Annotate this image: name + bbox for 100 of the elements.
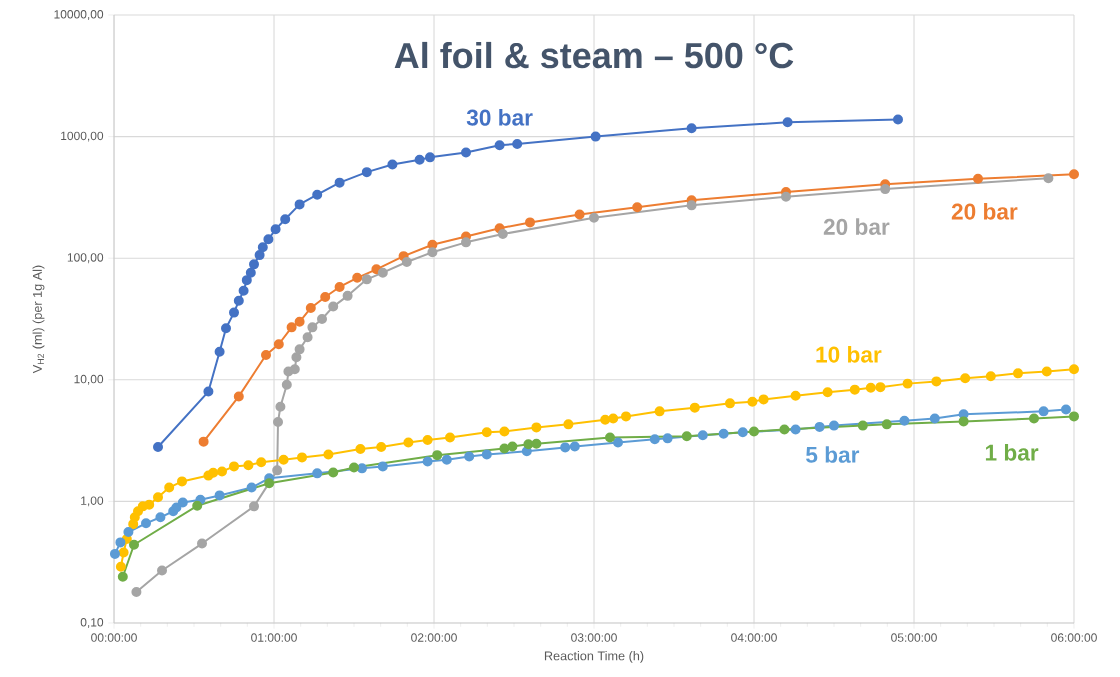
point xyxy=(865,382,876,393)
point xyxy=(531,438,542,449)
point xyxy=(254,250,265,261)
point xyxy=(117,571,128,582)
point xyxy=(115,561,126,572)
point xyxy=(221,323,232,334)
point xyxy=(263,234,274,245)
y-axis-title: V$_{H2}$ (ml) (per 1g Al) xyxy=(32,265,45,374)
point xyxy=(621,411,631,422)
text: Al foil & steam – 500 °C xyxy=(394,41,794,69)
point xyxy=(649,434,660,445)
point xyxy=(281,379,292,390)
point xyxy=(531,422,542,433)
point xyxy=(294,199,305,210)
point xyxy=(461,147,471,158)
point xyxy=(307,322,318,333)
point xyxy=(273,339,284,350)
x-tick-label: 05:00:00 xyxy=(891,633,937,642)
point xyxy=(361,167,372,178)
point xyxy=(1038,406,1049,417)
point xyxy=(822,387,833,398)
point xyxy=(781,191,792,202)
point xyxy=(1043,173,1054,184)
point xyxy=(512,138,523,149)
x-tick-label: 03:00:00 xyxy=(571,633,617,642)
point xyxy=(270,224,281,235)
point xyxy=(387,159,398,170)
point xyxy=(758,394,769,405)
x-axis-title: Reaction Time (h) xyxy=(544,651,644,663)
y-tick-label: 10,00 xyxy=(74,374,104,385)
point xyxy=(305,302,316,313)
point xyxy=(361,274,372,285)
point xyxy=(849,384,860,395)
point xyxy=(1029,413,1039,424)
series-label: 20 bar xyxy=(823,218,890,235)
point xyxy=(198,436,209,447)
point xyxy=(177,497,188,508)
point xyxy=(718,428,729,439)
point xyxy=(109,548,120,559)
point xyxy=(1069,169,1079,180)
point xyxy=(902,378,913,389)
point xyxy=(893,114,903,125)
point xyxy=(264,478,275,489)
point xyxy=(403,437,414,448)
x-tick-label: 06:00:00 xyxy=(1051,633,1097,642)
point xyxy=(377,267,388,278)
point xyxy=(790,424,801,435)
point xyxy=(334,281,345,292)
point xyxy=(286,322,297,333)
point xyxy=(881,419,892,430)
point xyxy=(569,441,580,452)
point xyxy=(229,461,240,472)
point xyxy=(481,449,492,460)
point xyxy=(217,466,228,477)
point xyxy=(229,307,240,318)
point xyxy=(829,420,839,431)
point xyxy=(320,291,331,302)
point xyxy=(256,457,267,468)
point xyxy=(425,152,435,163)
point xyxy=(779,424,790,435)
point xyxy=(249,501,260,512)
point xyxy=(589,212,600,223)
point xyxy=(157,565,168,576)
y-tick-label: 0,10 xyxy=(80,618,104,628)
point xyxy=(208,467,219,478)
point xyxy=(233,295,244,306)
series-label: 20 bar xyxy=(951,202,1018,220)
point xyxy=(349,462,360,473)
point xyxy=(131,586,142,597)
point xyxy=(261,349,271,360)
point xyxy=(153,492,164,503)
point xyxy=(376,442,387,453)
x-tick-label: 02:00:00 xyxy=(411,633,457,642)
point xyxy=(523,439,534,450)
y-tick-label: 10000,00 xyxy=(54,10,104,20)
point xyxy=(155,512,166,523)
point xyxy=(312,468,323,479)
point xyxy=(737,427,748,438)
point xyxy=(1069,364,1079,375)
point xyxy=(686,200,697,211)
point xyxy=(355,443,366,454)
point xyxy=(422,434,433,445)
point xyxy=(377,461,388,472)
point xyxy=(245,267,256,278)
point xyxy=(249,259,260,270)
point xyxy=(197,538,208,549)
point xyxy=(164,482,175,493)
point xyxy=(280,214,291,225)
point xyxy=(814,421,825,432)
point xyxy=(238,285,249,296)
point xyxy=(192,500,203,511)
point xyxy=(203,386,214,397)
point xyxy=(973,173,983,184)
point xyxy=(357,463,368,474)
point xyxy=(632,202,643,213)
point xyxy=(328,301,339,312)
point xyxy=(342,290,353,301)
point xyxy=(1069,411,1079,422)
point xyxy=(499,443,510,454)
point xyxy=(214,346,225,357)
